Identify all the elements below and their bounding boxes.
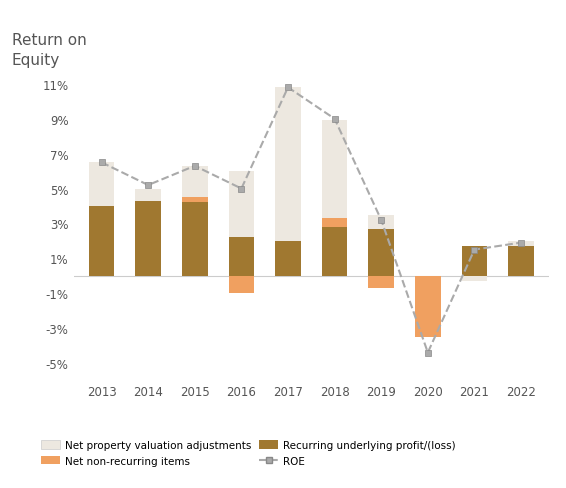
Bar [508, 246, 534, 276]
Bar [229, 276, 254, 294]
Bar [182, 166, 208, 198]
Bar [135, 189, 161, 202]
Bar [135, 202, 161, 276]
Bar [182, 198, 208, 203]
Text: Return on
Equity: Return on Equity [12, 33, 87, 67]
Bar [229, 172, 254, 238]
Bar [462, 276, 487, 282]
Bar [368, 215, 394, 229]
Bar [415, 276, 441, 283]
Bar [229, 238, 254, 276]
Legend: Net property valuation adjustments, Net non-recurring items, Recurring underlyin: Net property valuation adjustments, Net … [41, 441, 456, 466]
Bar [415, 276, 441, 337]
Bar [89, 206, 114, 276]
Bar [368, 229, 394, 276]
Bar [275, 242, 301, 276]
Bar [462, 246, 487, 276]
Bar [322, 121, 348, 219]
Bar [182, 203, 208, 276]
Bar [508, 242, 534, 246]
Bar [368, 276, 394, 288]
Bar [275, 88, 301, 242]
Bar [89, 163, 114, 206]
Bar [322, 219, 348, 227]
Bar [322, 227, 348, 276]
